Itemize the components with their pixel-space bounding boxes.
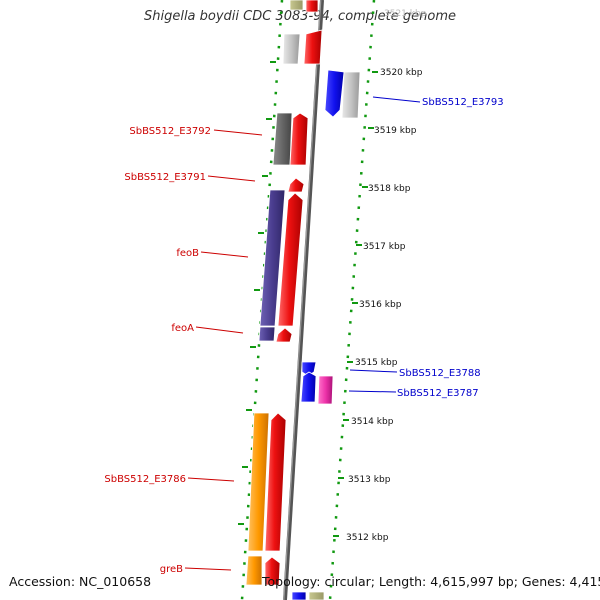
gene-feature [264,412,287,552]
topology-summary: Topology: circular; Length: 4,615,997 bp… [262,574,600,589]
scale-label: 3519 kbp [374,126,417,136]
gene-feature [289,112,309,166]
gene-label-sbbs512-e3788: SbBS512_E3788 [399,368,481,379]
gene-label-sbbs512-e3791: SbBS512_E3791 [124,172,206,183]
label-leaders [184,96,421,571]
scale-label: 3514 kbp [351,417,394,427]
gene-feature [259,189,286,327]
gene-feature [272,112,293,166]
gene-label-feob: feoB [176,248,199,259]
gene-feature [287,177,305,193]
scale-label: 3521 kbp [384,9,427,19]
gene-label-feoa: feoA [171,323,194,334]
scale-label: 3516 kbp [359,300,402,310]
gene-label-sbbs512-e3787: SbBS512_E3787 [397,388,479,399]
gene-label-sbbs512-e3792: SbBS512_E3792 [129,126,211,137]
gene-feature [245,555,263,586]
genome-backbone [283,0,324,600]
scale-labels: 3521 kbp 3520 kbp 3519 kbp 3518 kbp 3517… [346,9,427,543]
scale-label: 3515 kbp [355,358,398,368]
gene-feature [247,412,270,552]
gene-feature [264,556,281,586]
gene-feature [275,327,293,343]
scale-ticks [238,61,378,537]
map-title: Shigella boydii CDC 3083-94, complete ge… [143,9,457,24]
gene-feature [317,375,334,405]
gene-feature [303,29,323,65]
scale-label: 3512 kbp [346,533,389,543]
gene-feature [308,591,325,600]
scale-label: 3518 kbp [368,184,411,194]
gene-feature [258,326,276,342]
gene-feature [324,69,345,118]
gene-label-sbbs512-e3786: SbBS512_E3786 [104,474,186,485]
gene-feature [341,71,361,119]
accession-label: Accession: NC_010658 [9,574,152,589]
gene-feature [291,591,307,600]
gene-feature [300,371,317,403]
gene-label-greb: greB [160,564,183,575]
gene-feature [289,0,304,11]
gene-feature [305,0,319,13]
scale-label: 3517 kbp [363,242,406,252]
scale-label: 3513 kbp [348,475,391,485]
gene-feature [277,192,304,327]
gene-feature [282,33,301,65]
scale-label: 3520 kbp [380,68,423,78]
gene-features [245,0,361,600]
gene-label-sbbs512-e3793: SbBS512_E3793 [422,97,504,108]
